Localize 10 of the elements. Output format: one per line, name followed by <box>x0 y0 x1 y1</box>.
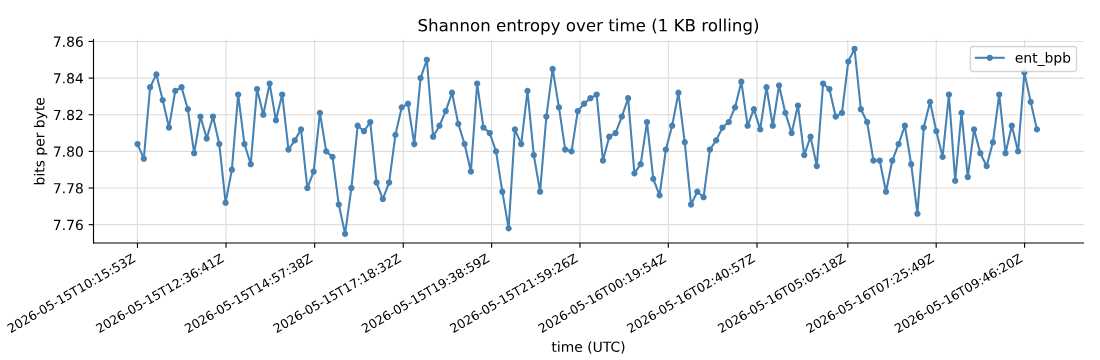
y-tick-label: 7.78 <box>53 183 83 194</box>
y-axis-title: bits per byte <box>33 97 48 185</box>
chart-title: Shannon entropy over time (1 KB rolling) <box>418 18 759 35</box>
y-tick-label: 7.82 <box>53 109 83 121</box>
y-tick-label: 7.80 <box>53 146 83 157</box>
y-tick-label: 7.86 <box>53 36 83 47</box>
x-axis-title: time (UTC) <box>551 341 625 354</box>
y-tick-label: 7.76 <box>53 219 83 231</box>
y-tick-label: 7.84 <box>53 73 83 84</box>
legend-label: ent_bpb <box>1015 52 1071 66</box>
